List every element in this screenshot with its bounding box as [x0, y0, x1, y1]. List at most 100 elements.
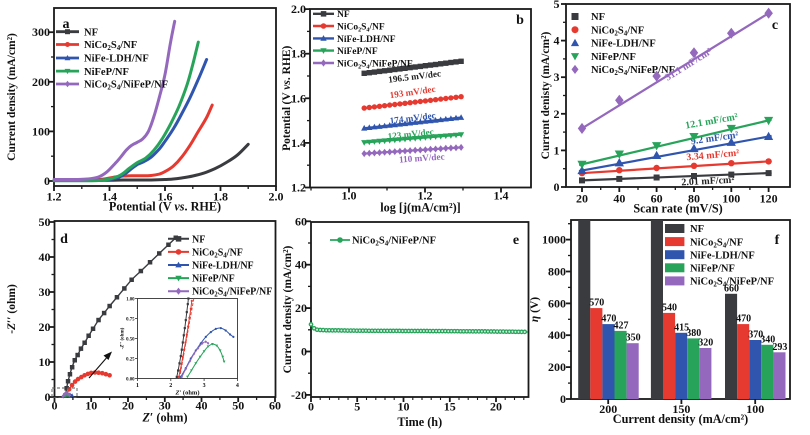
svg-text:60: 60 — [651, 192, 663, 206]
svg-text:b: b — [516, 13, 524, 28]
svg-text:1.4: 1.4 — [494, 189, 509, 203]
svg-text:NiCo2​S4​/NF: NiCo2​S4​/NF — [84, 40, 137, 52]
svg-text:40: 40 — [613, 192, 625, 206]
svg-text:1.00: 1.00 — [126, 297, 135, 302]
svg-text:NF: NF — [84, 27, 98, 38]
svg-text:300: 300 — [32, 25, 50, 39]
svg-text:340: 340 — [760, 334, 775, 345]
svg-text:40: 40 — [196, 399, 208, 413]
svg-text:3: 3 — [554, 70, 560, 84]
svg-text:f: f — [775, 233, 780, 248]
svg-text:5: 5 — [354, 400, 360, 414]
svg-text:1.8: 1.8 — [291, 47, 306, 61]
svg-text:1.8: 1.8 — [213, 190, 228, 204]
svg-text:200: 200 — [548, 360, 566, 374]
svg-text:1: 1 — [136, 383, 139, 389]
svg-text:110 mV/dec: 110 mV/dec — [399, 151, 445, 164]
svg-text:150: 150 — [672, 402, 690, 416]
svg-text:350: 350 — [626, 333, 641, 344]
svg-text:NiFeP/NF: NiFeP/NF — [690, 264, 735, 275]
svg-text:d: d — [60, 232, 68, 247]
svg-text:50: 50 — [232, 399, 244, 413]
svg-text:400: 400 — [548, 328, 566, 342]
svg-text:15: 15 — [444, 400, 456, 414]
svg-text:1000: 1000 — [542, 233, 566, 247]
svg-text:log [j(mA/cm²)]: log [j(mA/cm²)] — [380, 201, 460, 215]
svg-text:10: 10 — [398, 400, 410, 414]
svg-text:Current density (mA/cm²): Current density (mA/cm²) — [613, 412, 748, 426]
svg-text:40: 40 — [39, 250, 51, 264]
svg-text:0: 0 — [554, 180, 560, 194]
svg-text:NiCo2​S4​/NF: NiCo2​S4​/NF — [591, 25, 644, 37]
svg-text:NiCo2​S4​/NF: NiCo2​S4​/NF — [337, 22, 385, 33]
svg-text:200: 200 — [32, 75, 50, 89]
svg-text:1.2: 1.2 — [47, 190, 62, 204]
svg-text:NF: NF — [337, 10, 350, 20]
svg-text:0.00: 0.00 — [126, 377, 135, 382]
svg-text:Z′ (ohm): Z′ (ohm) — [141, 411, 187, 425]
svg-text:NiFe-LDH/NF: NiFe-LDH/NF — [591, 39, 656, 50]
svg-text:470: 470 — [736, 314, 751, 325]
svg-text:1.2: 1.2 — [418, 189, 433, 203]
svg-text:NiFeP/NF: NiFeP/NF — [337, 47, 378, 57]
svg-text:370: 370 — [748, 330, 763, 341]
svg-text:20: 20 — [122, 399, 134, 413]
svg-text:3: 3 — [203, 383, 206, 389]
svg-text:10: 10 — [85, 399, 97, 413]
svg-text:Potential (V vs. RHE): Potential (V vs. RHE) — [281, 45, 293, 150]
svg-text:2.01 mF/cm²: 2.01 mF/cm² — [681, 175, 734, 189]
svg-text:100: 100 — [32, 124, 50, 138]
svg-text:800: 800 — [548, 264, 566, 278]
svg-text:0: 0 — [560, 392, 566, 406]
svg-text:NiFe-LDH/NF: NiFe-LDH/NF — [192, 261, 254, 272]
svg-text:NiFeP/NF: NiFeP/NF — [84, 67, 129, 78]
svg-text:540: 540 — [662, 302, 677, 313]
svg-text:1.0: 1.0 — [342, 189, 357, 203]
svg-text:Current density (mA/cm²): Current density (mA/cm²) — [282, 245, 294, 373]
svg-text:a: a — [63, 17, 70, 32]
svg-text:660: 660 — [724, 283, 739, 294]
svg-text:-Z′′ (ohm): -Z′′ (ohm) — [6, 284, 18, 334]
svg-text:380: 380 — [686, 328, 701, 339]
svg-text:NiFe-LDH/NF: NiFe-LDH/NF — [690, 250, 755, 261]
svg-text:4: 4 — [236, 383, 239, 389]
svg-text:Current density (mA/cm²): Current density (mA/cm²) — [6, 33, 18, 161]
svg-text:123 mV/dec: 123 mV/dec — [387, 127, 434, 142]
svg-text:Time (h): Time (h) — [397, 415, 442, 429]
svg-text:60: 60 — [295, 214, 307, 228]
svg-text:20: 20 — [576, 192, 588, 206]
svg-text:10: 10 — [39, 355, 51, 369]
svg-text:600: 600 — [548, 296, 566, 310]
svg-text:NiCo2​S4​/NF: NiCo2​S4​/NF — [690, 237, 743, 249]
svg-text:20: 20 — [39, 320, 51, 334]
svg-text:100: 100 — [746, 402, 764, 416]
svg-text:Potential (V vs. RHE): Potential (V vs. RHE) — [109, 200, 221, 214]
svg-text:NiFe-LDH/NF: NiFe-LDH/NF — [337, 35, 396, 45]
svg-text:-20: -20 — [291, 388, 307, 402]
svg-text:60: 60 — [269, 399, 281, 413]
svg-text:Scan rate (mV/S): Scan rate (mV/S) — [633, 202, 722, 216]
svg-text:η (V): η (V) — [529, 297, 541, 322]
svg-text:0: 0 — [45, 390, 51, 404]
svg-text:20: 20 — [490, 400, 502, 414]
svg-text:50: 50 — [39, 215, 51, 229]
svg-text:0.25: 0.25 — [126, 357, 135, 362]
svg-text:e: e — [513, 233, 519, 248]
svg-text:0: 0 — [44, 174, 50, 188]
svg-text:470: 470 — [601, 314, 616, 325]
svg-text:NF: NF — [192, 234, 205, 245]
svg-text:30: 30 — [159, 399, 171, 413]
svg-text:NF: NF — [591, 12, 605, 23]
svg-text:100: 100 — [722, 192, 740, 206]
svg-text:0.75: 0.75 — [126, 317, 135, 322]
svg-text:1.6: 1.6 — [158, 190, 173, 204]
svg-text:1: 1 — [554, 143, 560, 157]
svg-text:NiFeP/NF: NiFeP/NF — [192, 274, 235, 285]
svg-text:2: 2 — [554, 107, 560, 121]
svg-text:293: 293 — [772, 342, 787, 353]
svg-text:NiCo2​S4​/NiFeP/NF: NiCo2​S4​/NiFeP/NF — [337, 59, 413, 70]
svg-text:NiFeP/NF: NiFeP/NF — [591, 52, 636, 63]
svg-text:40: 40 — [295, 258, 307, 272]
svg-text:120: 120 — [760, 192, 778, 206]
svg-text:2.0: 2.0 — [269, 190, 284, 204]
